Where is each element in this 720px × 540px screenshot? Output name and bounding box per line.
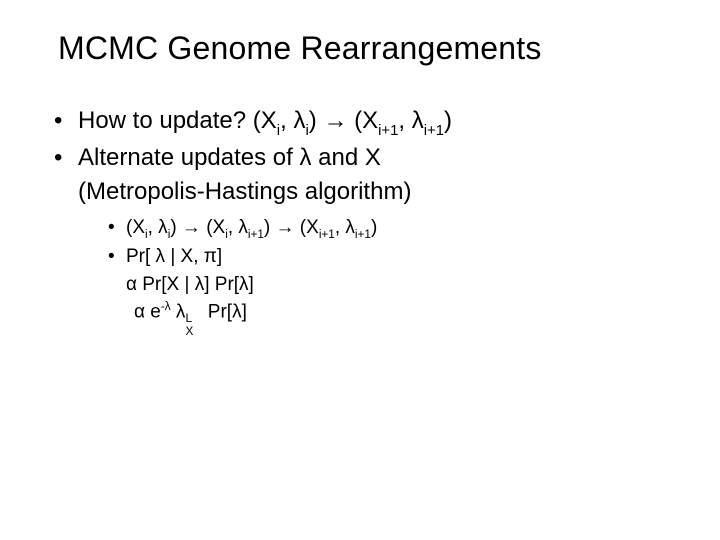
slide-title: MCMC Genome Rearrangements <box>58 30 680 67</box>
subscript: i <box>145 228 148 241</box>
text: , λ <box>280 107 305 134</box>
text: λ <box>171 301 186 322</box>
text: How to update? (X <box>78 107 277 134</box>
text: , λ <box>228 217 248 238</box>
bullet-how-to-update: How to update? (Xi, λi) → (Xi+1, λi+1) <box>50 105 680 140</box>
text: α e <box>134 301 161 322</box>
subscript: i <box>305 123 308 139</box>
sub-bullet-probability: Pr[ λ | X, π] <box>106 244 680 271</box>
subscript: X <box>185 324 193 340</box>
text: ) <box>371 217 377 238</box>
sub-bullet-list: (Xi, λi) → (Xi, λi+1) → (Xi+1, λi+1) Pr[… <box>106 215 680 271</box>
arrow-icon: → <box>182 217 201 238</box>
subscript: i+1 <box>319 228 335 241</box>
text: ) <box>444 107 452 134</box>
text: (X <box>201 217 225 238</box>
text: (X <box>295 217 319 238</box>
main-bullet-list: How to update? (Xi, λi) → (Xi+1, λi+1) A… <box>50 105 680 174</box>
text: ) <box>170 217 182 238</box>
superscript: -λ <box>161 300 171 313</box>
slide: MCMC Genome Rearrangements How to update… <box>0 0 720 540</box>
arrow-icon: → <box>323 107 347 134</box>
bullet-continuation: (Metropolis-Hastings algorithm) <box>78 176 680 208</box>
text: ) <box>309 107 324 134</box>
subscript: i <box>168 228 171 241</box>
text: , λ <box>148 217 168 238</box>
text: Pr[λ] <box>203 301 247 322</box>
subscript: i+1 <box>248 228 264 241</box>
sub-continuation-alpha-pr: α Pr[X | λ] Pr[λ] <box>126 272 680 299</box>
sub-bullet-transition: (Xi, λi) → (Xi, λi+1) → (Xi+1, λi+1) <box>106 215 680 243</box>
bullet-alternate-updates: Alternate updates of λ and X <box>50 142 680 174</box>
subscript: i+1 <box>355 228 371 241</box>
text: ) <box>264 217 276 238</box>
text: , λ <box>335 217 355 238</box>
subscript: i+1 <box>378 123 398 139</box>
sub-continuation-alpha-exp: α e-λ λLX Pr[λ] <box>134 299 680 326</box>
arrow-icon: → <box>276 217 295 238</box>
text: (X <box>347 107 378 134</box>
subscript: i+1 <box>424 123 444 139</box>
text: , λ <box>398 107 423 134</box>
subscript: i <box>277 123 280 139</box>
text: (X <box>126 217 145 238</box>
subscript: i <box>225 228 228 241</box>
